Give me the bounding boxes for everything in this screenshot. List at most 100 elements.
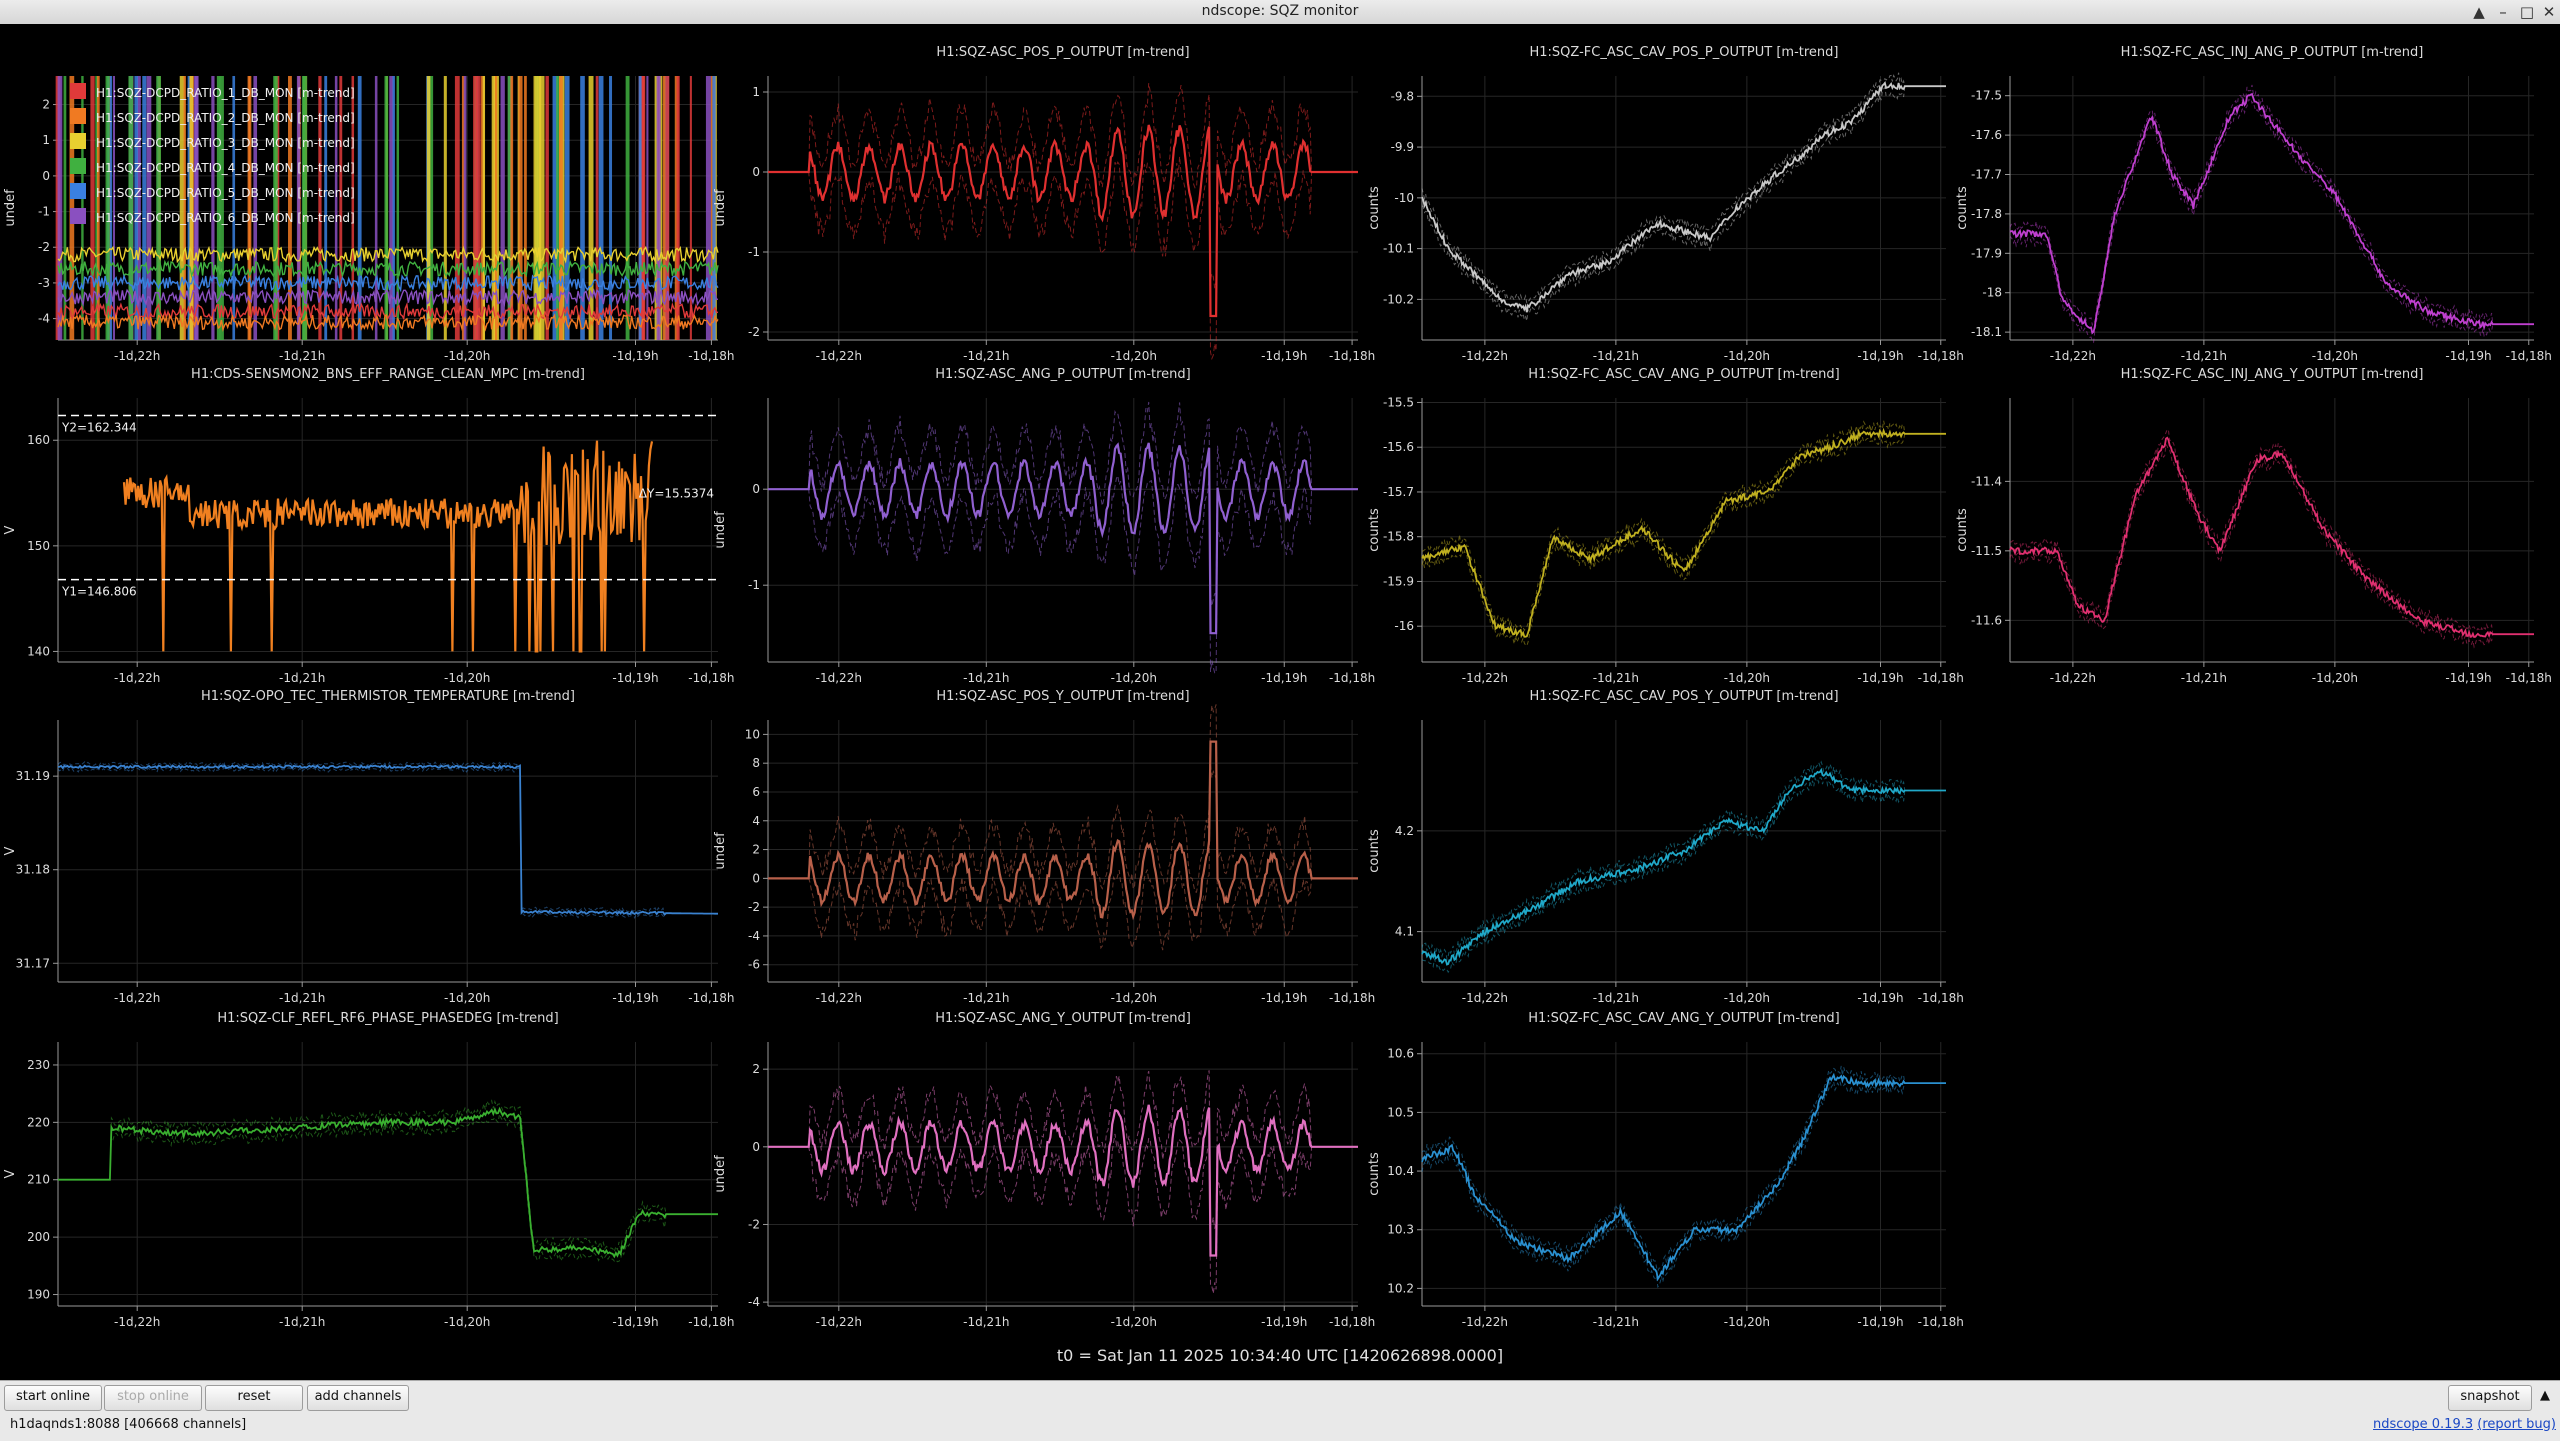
snapshot-button[interactable]: snapshot <box>2448 1385 2532 1411</box>
x-tick-label: -1d,21h <box>1593 349 1639 363</box>
x-tick-label: -1d,21h <box>963 1315 1009 1329</box>
minimize-button[interactable]: – <box>2499 3 2507 21</box>
plot-fc-inj-ang-p[interactable]: H1:SQZ-FC_ASC_INJ_ANG_P_OUTPUT [m-trend]… <box>1955 45 2552 363</box>
x-tick-label: -1d,18h <box>1329 991 1375 1005</box>
x-tick-label: -1d,19h <box>612 991 658 1005</box>
x-tick-label: -1d,19h <box>612 349 658 363</box>
x-tick-label: -1d,22h <box>1462 1315 1508 1329</box>
x-tick-label: -1d,22h <box>816 349 862 363</box>
plot-title: H1:SQZ-ASC_ANG_Y_OUTPUT [m-trend] <box>935 1011 1191 1026</box>
cursor-y1-label: Y1=146.806 <box>61 585 137 599</box>
y-tick-label: 10.4 <box>1387 1164 1414 1178</box>
x-tick-label: -1d,20h <box>1724 991 1770 1005</box>
x-tick-label: -1d,22h <box>2050 671 2096 685</box>
x-tick-label: -1d,19h <box>612 671 658 685</box>
legend-entry[interactable]: H1:SQZ-DCPD_RATIO_2_DB_MON [m-trend] <box>96 111 355 125</box>
version-info[interactable]: ndscope 0.19.3 (report bug) <box>2373 1417 2556 1432</box>
plot-asc-ang-y[interactable]: H1:SQZ-ASC_ANG_Y_OUTPUT [m-trend] undef 2 0… <box>713 1011 1375 1329</box>
expand-arrow-icon[interactable]: ▲ <box>2534 1385 2556 1409</box>
y-axis-label: undef <box>713 1155 728 1193</box>
y-tick-label: -2 <box>748 900 760 914</box>
x-tick-label: -1d,18h <box>688 671 734 685</box>
plot-title: H1:SQZ-FC_ASC_INJ_ANG_Y_OUTPUT [m-trend] <box>2121 367 2424 382</box>
series-trace <box>57 245 719 264</box>
trace-min <box>2009 443 2534 649</box>
plot-asc-ang-p[interactable]: H1:SQZ-ASC_ANG_P_OUTPUT [m-trend] undef 0 -… <box>713 367 1375 685</box>
legend-entry[interactable]: H1:SQZ-DCPD_RATIO_3_DB_MON [m-trend] <box>96 136 355 150</box>
legend-swatch <box>70 83 86 99</box>
plot-opo-tec[interactable]: H1:SQZ-OPO_TEC_THERMISTOR_TEMPERATURE [m… <box>3 689 735 1005</box>
reset-label: reset <box>237 1389 271 1404</box>
y-tick-label: 8 <box>752 756 760 770</box>
trace-mean <box>768 124 1358 318</box>
add-channels-button[interactable]: add channels <box>307 1385 409 1411</box>
trace-mean <box>1421 767 1946 966</box>
y-tick-label: 140 <box>27 644 50 658</box>
trace-max <box>1421 420 1946 632</box>
plot-title: H1:SQZ-FC_ASC_INJ_ANG_P_OUTPUT [m-trend] <box>2121 45 2424 60</box>
y-tick-label: 10.5 <box>1387 1105 1414 1119</box>
y-tick-label: 160 <box>27 433 50 447</box>
series-trace <box>57 312 719 332</box>
y-tick-label: -9.9 <box>1391 140 1414 154</box>
plot-fc-inj-ang-y[interactable]: H1:SQZ-FC_ASC_INJ_ANG_Y_OUTPUT [m-trend]… <box>1955 367 2552 685</box>
y-tick-label: 4.2 <box>1395 824 1414 838</box>
x-tick-label: -1d,18h <box>1918 671 1964 685</box>
x-tick-label: -1d,22h <box>816 671 862 685</box>
x-tick-label: -1d,19h <box>612 1315 658 1329</box>
plot-fc-cav-ang-y[interactable]: H1:SQZ-FC_ASC_CAV_ANG_Y_OUTPUT [m-trend]… <box>1367 1011 1964 1329</box>
maximize-button[interactable]: □ <box>2519 3 2535 21</box>
y-axis-label: undef <box>713 832 728 870</box>
x-tick-label: -1d,18h <box>1329 349 1375 363</box>
x-tick-label: -1d,21h <box>1593 991 1639 1005</box>
report-bug-link[interactable]: (report bug) <box>2477 1417 2556 1432</box>
x-tick-label: -1d,22h <box>114 1315 160 1329</box>
plot-bns-range[interactable]: H1:CDS-SENSMON2_BNS_EFF_RANGE_CLEAN_MPC … <box>3 367 735 685</box>
close-button[interactable]: ✕ <box>2542 3 2556 21</box>
y-axis-label: undef <box>3 189 18 227</box>
plot-title: H1:CDS-SENSMON2_BNS_EFF_RANGE_CLEAN_MPC … <box>191 367 585 382</box>
x-tick-label: -1d,19h <box>2445 349 2491 363</box>
plot-title: H1:SQZ-ASC_POS_P_OUTPUT [m-trend] <box>936 45 1189 60</box>
y-tick-label: 2 <box>752 843 760 857</box>
legend-entry[interactable]: H1:SQZ-DCPD_RATIO_4_DB_MON [m-trend] <box>96 161 355 175</box>
version-link[interactable]: ndscope 0.19.3 <box>2373 1417 2474 1432</box>
x-tick-label: -1d,20h <box>444 671 490 685</box>
title-bar: ndscope: SQZ monitor ▲ – □ ✕ <box>0 0 2560 25</box>
plot-asc-pos-y[interactable]: H1:SQZ-ASC_POS_Y_OUTPUT [m-trend] undef 10… <box>713 689 1375 1005</box>
plot-grid[interactable]: t0 = Sat Jan 11 2025 10:34:40 UTC [14206… <box>0 24 2560 1380</box>
y-tick-label: 31.19 <box>16 769 50 783</box>
start-online-label: start online <box>15 1389 91 1404</box>
y-tick-label: -2 <box>748 1217 760 1231</box>
legend-entry[interactable]: H1:SQZ-DCPD_RATIO_5_DB_MON [m-trend] <box>96 186 355 200</box>
reset-button[interactable]: reset <box>205 1385 303 1411</box>
plot-title: H1:SQZ-ASC_ANG_P_OUTPUT [m-trend] <box>935 367 1191 382</box>
plot-clf-refl[interactable]: H1:SQZ-CLF_REFL_RF6_PHASE_PHASEDEG [m-tr… <box>3 1011 735 1329</box>
legend-swatch <box>70 208 86 224</box>
legend-entry[interactable]: H1:SQZ-DCPD_RATIO_6_DB_MON [m-trend] <box>96 211 355 225</box>
trace-max <box>768 1070 1358 1229</box>
plot-fc-cav-pos-p[interactable]: H1:SQZ-FC_ASC_CAV_POS_P_OUTPUT [m-trend]… <box>1367 45 1964 363</box>
plot-asc-pos-p[interactable]: H1:SQZ-ASC_POS_P_OUTPUT [m-trend] undef 1 0… <box>713 45 1375 363</box>
y-tick-label: -10 <box>1394 191 1414 205</box>
plot-fc-cav-ang-p[interactable]: H1:SQZ-FC_ASC_CAV_ANG_P_OUTPUT [m-trend]… <box>1367 367 1964 685</box>
y-tick-label: -2 <box>38 240 50 254</box>
x-tick-label: -1d,22h <box>1462 671 1508 685</box>
x-tick-label: -1d,20h <box>444 1315 490 1329</box>
x-tick-label: -1d,21h <box>2181 349 2227 363</box>
plot-dcpd[interactable]: undef 2 1 0 -1 -2 -3 -4 -1d,22h -1d,21h -1d,20h -1d… <box>3 76 735 363</box>
y-axis-label: V <box>3 525 18 534</box>
window-shade-button[interactable]: ▲ <box>2473 3 2485 21</box>
x-tick-label: -1d,21h <box>963 349 1009 363</box>
plot-title: H1:SQZ-OPO_TEC_THERMISTOR_TEMPERATURE [m… <box>201 689 575 704</box>
plot-fc-cav-pos-y[interactable]: H1:SQZ-FC_ASC_CAV_POS_Y_OUTPUT [m-trend]… <box>1367 689 1964 1005</box>
stop-online-label: stop online <box>117 1389 189 1404</box>
trace-mean <box>768 1104 1358 1257</box>
plot-area[interactable]: t0 = Sat Jan 11 2025 10:34:40 UTC [14206… <box>0 24 2560 1380</box>
add-channels-label: add channels <box>314 1389 402 1404</box>
series-trace <box>57 259 719 279</box>
start-online-button[interactable]: start online <box>4 1385 102 1411</box>
legend-entry[interactable]: H1:SQZ-DCPD_RATIO_1_DB_MON [m-trend] <box>96 86 355 100</box>
y-tick-label: -1 <box>38 205 50 219</box>
y-tick-label: 1 <box>752 85 760 99</box>
